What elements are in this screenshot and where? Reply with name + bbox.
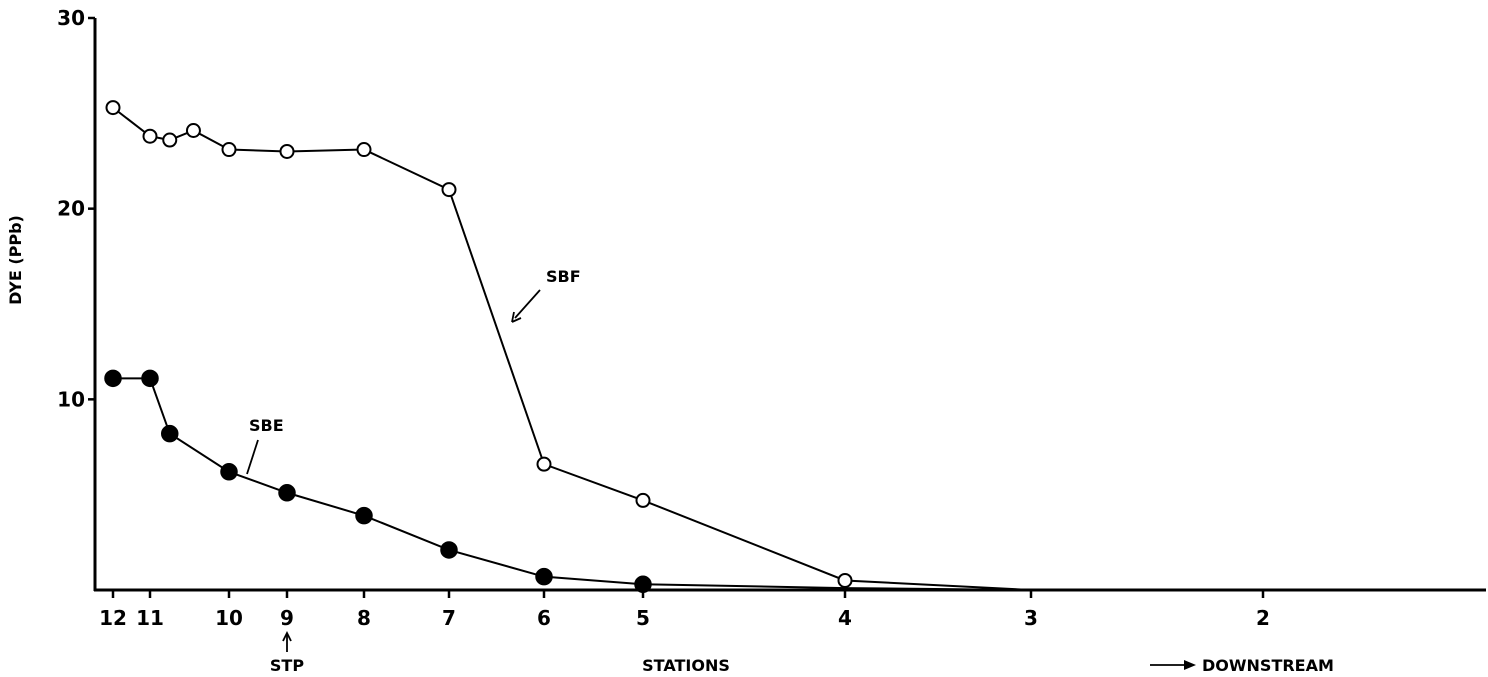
data-point-sbe [278,484,296,502]
data-point-sbe [634,575,652,594]
downstream-label: DOWNSTREAM [1202,656,1334,675]
sbf-pointer-line [514,289,541,319]
x-tick-label: 3 [1024,606,1038,630]
x-tick-label: 9 [280,606,294,630]
y-tick-label: 10 [57,387,85,411]
x-axis-title: STATIONS [642,656,730,675]
data-point-sbf [162,132,178,148]
y-axis-title: DYE (PPb) [6,215,25,305]
x-tick-label: 2 [1256,606,1270,630]
series-label-sbe: SBE [249,416,284,435]
data-point-sbf [837,572,853,588]
x-tick-label: 11 [136,606,164,630]
downstream-arrow-head [1184,660,1196,670]
x-tick-label: 10 [215,606,243,630]
data-point-sbf [279,143,295,159]
data-point-sbf [142,128,158,144]
series-line-sbe [113,377,1486,591]
data-point-sbf [635,492,651,508]
series-label-sbf: SBF [546,267,581,286]
data-point-sbe [355,506,373,525]
x-tick-label: 4 [838,606,852,630]
y-ticks: 10 20 30 [57,6,95,411]
x-tick-label: 6 [537,606,551,630]
data-point-sbf [441,182,457,198]
sbe-pointer-line [246,439,259,475]
y-tick-label: 30 [57,6,85,30]
x-tick-label: 7 [442,606,456,630]
sbf-pointer-head [511,311,522,323]
x-ticks: 12 11 10 9 8 7 6 5 4 3 2 [99,590,1270,630]
data-point-sbe [161,424,179,443]
data-point-sbf [221,142,237,158]
series-line-sbf [112,106,1486,591]
data-point-sbe [104,369,122,388]
stp-arrow-head [282,630,292,642]
stp-label: STP [270,656,304,675]
data-point-sbe [535,567,553,586]
x-tick-label: 5 [636,606,650,630]
series-layer [104,100,1486,594]
data-point-sbf [105,100,121,116]
data-point-sbe [141,369,159,388]
data-point-sbe [440,541,458,559]
data-point-sbf [185,122,201,138]
data-point-sbf [536,456,552,472]
data-point-sbe [220,463,238,481]
x-tick-label: 8 [357,606,371,630]
x-tick-label: 12 [99,606,127,630]
y-tick-label: 20 [57,197,85,221]
data-point-sbf [356,142,372,158]
